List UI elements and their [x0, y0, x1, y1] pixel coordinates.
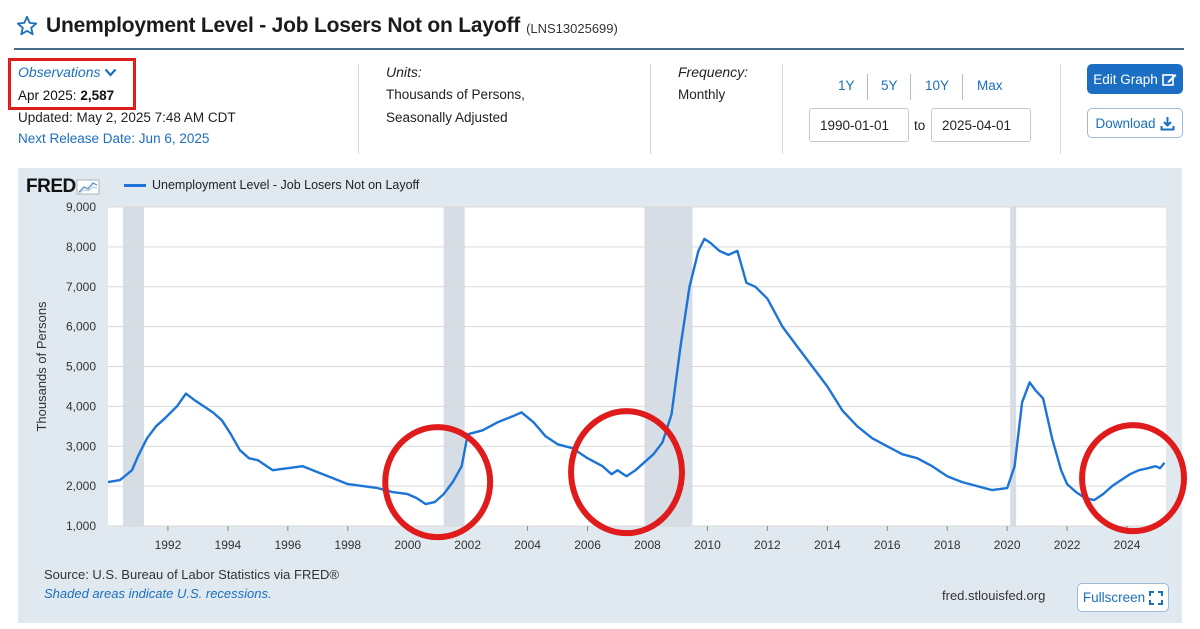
y-tick-label: 7,000	[66, 280, 96, 294]
range-5y-button[interactable]: 5Y	[881, 78, 898, 93]
observations-dropdown[interactable]: Observations	[18, 64, 117, 80]
units-line-2: Seasonally Adjusted	[386, 110, 508, 125]
units-title: Units:	[386, 64, 422, 80]
fullscreen-button[interactable]: Fullscreen	[1077, 583, 1169, 612]
series-id: (LNS13025699)	[526, 20, 618, 36]
observations-highlight-box	[8, 58, 136, 110]
range-10y-button[interactable]: 10Y	[925, 78, 950, 93]
annotation-circle	[568, 408, 685, 537]
observation-date: Apr 2025:	[18, 88, 77, 103]
y-axis-label: Thousands of Persons	[34, 301, 49, 432]
x-tick-label: 2006	[574, 538, 601, 552]
y-tick-label: 5,000	[66, 360, 96, 374]
x-tick-label: 2002	[454, 538, 481, 552]
observation-value: 2,587	[80, 88, 115, 103]
star-icon[interactable]	[16, 15, 38, 37]
range-max-button[interactable]: Max	[977, 78, 1003, 93]
units-line-1: Thousands of Persons,	[386, 87, 525, 102]
annotation-circle	[1079, 422, 1187, 535]
to-label: to	[914, 118, 926, 133]
recession-note-link[interactable]: Shaded areas indicate U.S. recessions.	[44, 586, 272, 601]
fred-logo-text: FRED	[26, 176, 76, 197]
edit-graph-button[interactable]: Edit Graph	[1087, 64, 1183, 94]
edit-icon	[1161, 73, 1177, 86]
y-tick-label: 3,000	[66, 439, 96, 453]
fullscreen-icon	[1149, 590, 1164, 605]
end-date-input[interactable]	[931, 108, 1031, 142]
latest-observation: Apr 2025: 2,587	[18, 88, 114, 103]
legend-label: Unemployment Level - Job Losers Not on L…	[152, 178, 420, 192]
y-tick-label: 2,000	[66, 479, 96, 493]
divider	[867, 74, 868, 100]
series-line	[107, 237, 1166, 506]
x-tick-label: 2018	[934, 538, 961, 552]
y-tick-label: 4,000	[66, 399, 96, 413]
y-tick-label: 8,000	[66, 240, 96, 254]
download-button[interactable]: Download	[1087, 108, 1183, 138]
divider	[962, 74, 963, 100]
download-label: Download	[1095, 115, 1156, 131]
y-tick-label: 1,000	[66, 519, 96, 533]
x-tick-label: 2014	[814, 538, 841, 552]
page-title: Unemployment Level - Job Losers Not on L…	[46, 14, 521, 37]
x-tick-label: 1992	[155, 538, 182, 552]
x-tick-label: 2004	[514, 538, 541, 552]
x-tick-label: 2022	[1054, 538, 1081, 552]
x-tick-label: 2020	[994, 538, 1021, 552]
download-icon	[1160, 116, 1175, 130]
annotation-circle	[382, 424, 494, 541]
observations-label: Observations	[18, 64, 101, 80]
next-release-link[interactable]: Next Release Date: Jun 6, 2025	[18, 131, 210, 146]
frequency-title: Frequency:	[678, 64, 749, 80]
divider	[650, 64, 651, 154]
fullscreen-label: Fullscreen	[1082, 590, 1146, 605]
x-tick-label: 1994	[215, 538, 242, 552]
x-tick-label: 2016	[874, 538, 901, 552]
legend-swatch	[124, 183, 146, 187]
x-tick-label: 1996	[274, 538, 301, 552]
fred-url: fred.stlouisfed.org	[942, 588, 1046, 603]
title-divider	[14, 48, 1184, 50]
divider	[910, 74, 911, 100]
y-tick-label: 9,000	[66, 200, 96, 214]
divider	[782, 64, 783, 154]
divider	[358, 64, 359, 154]
x-tick-label: 2024	[1114, 538, 1141, 552]
chevron-down-icon	[105, 68, 117, 77]
updated-timestamp: Updated: May 2, 2025 7:48 AM CDT	[18, 110, 236, 125]
chart-legend: Unemployment Level - Job Losers Not on L…	[124, 178, 419, 192]
x-tick-label: 2008	[634, 538, 661, 552]
fred-logo-icon	[76, 179, 100, 195]
range-1y-button[interactable]: 1Y	[838, 78, 855, 93]
x-tick-label: 2012	[754, 538, 781, 552]
source-note: Source: U.S. Bureau of Labor Statistics …	[44, 567, 339, 582]
divider	[1060, 64, 1061, 154]
start-date-input[interactable]	[809, 108, 909, 142]
y-tick-label: 6,000	[66, 320, 96, 334]
title-row: Unemployment Level - Job Losers Not on L…	[16, 10, 618, 42]
x-tick-label: 2010	[694, 538, 721, 552]
frequency-value: Monthly	[678, 87, 726, 102]
fred-logo: FRED	[26, 176, 100, 198]
x-tick-label: 1998	[334, 538, 361, 552]
x-tick-label: 2000	[394, 538, 421, 552]
edit-graph-label: Edit Graph	[1093, 71, 1158, 87]
